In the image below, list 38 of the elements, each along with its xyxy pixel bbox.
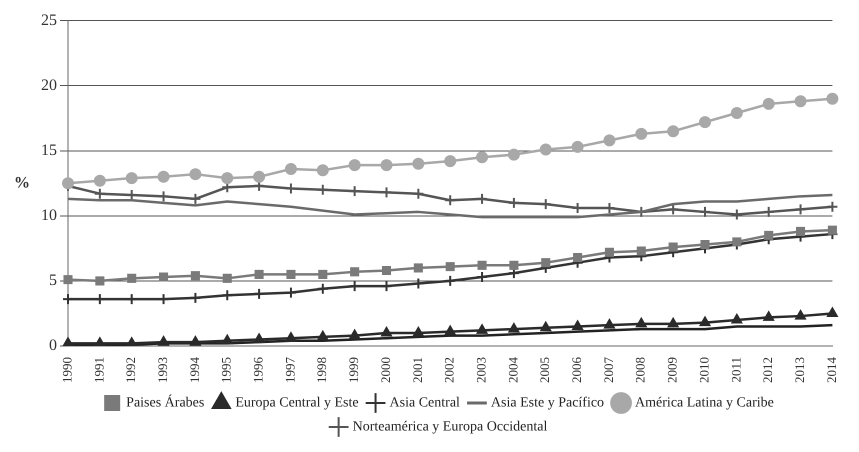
x-tick-label: 1993 <box>154 357 170 383</box>
x-tick-label: 1996 <box>250 356 266 383</box>
x-tick-label: 2004 <box>505 356 520 383</box>
x-tick-label: 2013 <box>792 357 807 383</box>
legend-label: Norteamérica y Europa Occidental <box>352 420 548 435</box>
x-tick-label: 2007 <box>600 356 616 383</box>
x-tick-label: 2000 <box>378 357 393 383</box>
x-tick-label: 2001 <box>410 357 425 383</box>
x-tick-label: 2008 <box>632 357 648 383</box>
legend-label: Asia Central <box>390 396 460 411</box>
x-tick-label: 2005 <box>537 357 552 383</box>
legend-label: Europa Central y Este <box>235 396 359 411</box>
x-tick-label: 2011 <box>728 357 744 383</box>
legend-label: América Latina y Caribe <box>635 396 774 411</box>
x-tick-label: 1997 <box>282 356 298 383</box>
x-tick-label: 2014 <box>824 356 839 383</box>
x-tick-label: 1992 <box>123 357 138 383</box>
x-tick-label: 2006 <box>569 356 584 383</box>
x-tick-label: 1995 <box>218 357 234 383</box>
x-tick-label: 1994 <box>186 356 202 383</box>
y-tick-label: 20 <box>41 76 57 94</box>
x-tick-label: 2002 <box>442 357 457 383</box>
x-tick-label: 2009 <box>664 357 680 383</box>
x-tick-label: 1999 <box>346 357 362 383</box>
x-tick-label: 2010 <box>696 357 712 383</box>
y-tick-label: 10 <box>41 207 57 224</box>
y-tick-label: 0 <box>49 337 57 354</box>
x-tick-label: 1991 <box>91 357 106 383</box>
y-axis-title: % <box>14 174 30 192</box>
legend-label: Paises Árabes <box>126 394 204 411</box>
x-tick-label: 2003 <box>473 357 488 383</box>
legend-label: Asia Este y Pacífico <box>490 396 604 411</box>
y-tick-label: 25 <box>41 12 57 29</box>
x-tick-label: 1990 <box>59 357 74 383</box>
y-tick-label: 15 <box>41 142 57 159</box>
y-tick-label: 5 <box>49 272 57 290</box>
x-tick-label: 1998 <box>314 357 330 383</box>
x-tick-label: 2012 <box>760 357 776 383</box>
